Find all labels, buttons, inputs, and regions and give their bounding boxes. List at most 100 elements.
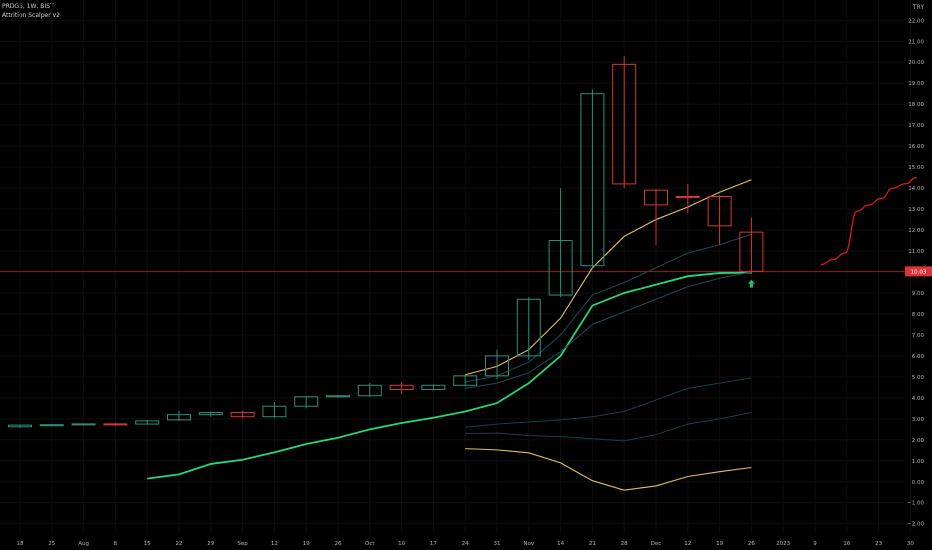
x-tick-label: 16 xyxy=(843,541,850,547)
y-tick-label: 11.00 xyxy=(908,249,924,255)
x-tick-label: 10 xyxy=(398,541,405,547)
lower-band-line xyxy=(465,448,752,491)
x-tick-label: 15 xyxy=(144,541,151,547)
chart-legend: PRDGS, 1W, BIST Attrition Scalper v2 xyxy=(2,2,60,20)
y-tick-label: 6.00 xyxy=(912,354,925,360)
signal-markers xyxy=(747,279,755,288)
candle-body xyxy=(39,424,64,427)
x-tick-label: 29 xyxy=(207,541,214,547)
x-tick-label: 31 xyxy=(494,541,501,547)
y-tick-label: 19.00 xyxy=(908,81,924,87)
lower-band-upper-line xyxy=(465,377,752,428)
mid-band-upper-line xyxy=(465,233,752,383)
x-tick-label: Aug xyxy=(78,541,89,547)
y-tick-label: −1.00 xyxy=(907,501,924,507)
x-tick-label: 8 xyxy=(114,541,118,547)
candle xyxy=(8,424,32,428)
indicator-lines xyxy=(147,176,918,491)
y-tick-label: 13.00 xyxy=(908,207,924,213)
candle-body xyxy=(516,298,541,357)
symbol-label: PRDGS, 1W, BIST xyxy=(2,3,54,10)
y-tick-label: 20.00 xyxy=(908,60,924,66)
x-tick-label: 19 xyxy=(303,541,310,547)
x-tick-label: 26 xyxy=(748,541,755,547)
candle xyxy=(198,411,223,417)
y-tick-label: 17.00 xyxy=(908,123,924,129)
candle xyxy=(262,402,287,418)
price-tag: 10.03 xyxy=(905,266,932,277)
candle-body xyxy=(739,231,764,272)
candle-body xyxy=(135,420,160,425)
candle-body xyxy=(548,240,573,296)
y-tick-label: 2.00 xyxy=(912,438,925,444)
candle-body xyxy=(230,412,255,418)
candle xyxy=(230,410,255,418)
y-tick-label: 15.00 xyxy=(908,165,924,171)
candle xyxy=(135,419,160,425)
candle xyxy=(739,217,764,275)
x-tick-label: 24 xyxy=(462,541,469,547)
y-tick-label: 7.00 xyxy=(912,333,925,339)
y-tick-label: 0.00 xyxy=(912,480,925,486)
x-tick-label: Sep xyxy=(237,541,248,547)
candle-body xyxy=(262,405,287,418)
candle xyxy=(39,424,64,427)
x-tick-label: 21 xyxy=(589,541,596,547)
candle xyxy=(675,183,700,214)
y-tick-label: 16.00 xyxy=(908,144,924,150)
mid-band-lower-line xyxy=(465,271,752,389)
candle xyxy=(294,395,319,409)
x-tick-label: Oct xyxy=(365,541,375,547)
y-tick-label: 1.00 xyxy=(912,459,925,465)
candle xyxy=(580,89,605,268)
x-tick-label: 23 xyxy=(875,541,882,547)
candle-body xyxy=(8,424,32,428)
y-tick-label: 3.00 xyxy=(912,417,925,423)
x-tick-label: 12 xyxy=(684,541,691,547)
x-tick-label: 19 xyxy=(716,541,723,547)
candle-body xyxy=(707,195,732,227)
candle-body xyxy=(389,384,414,390)
indicator-label: Attrition Scalper v2 xyxy=(2,12,60,19)
y-tick-label: 14.00 xyxy=(908,186,924,192)
candle xyxy=(548,188,573,298)
candle xyxy=(103,423,128,426)
x-tick-label: 18 xyxy=(17,541,24,547)
upper-band-line xyxy=(465,179,752,376)
y-tick-label: 21.00 xyxy=(908,39,924,45)
candle-body xyxy=(326,395,350,398)
candle xyxy=(357,383,382,397)
x-tick-label: 22 xyxy=(176,541,183,547)
projection-line xyxy=(820,176,918,266)
candle xyxy=(485,349,509,379)
candle xyxy=(326,394,350,398)
x-tick-label: 26 xyxy=(335,541,342,547)
candle xyxy=(421,384,446,391)
candle xyxy=(707,195,732,245)
candle-body xyxy=(612,63,637,185)
x-tick-label: 25 xyxy=(48,541,55,547)
y-tick-label: 22.00 xyxy=(908,18,924,24)
x-tick-label: 17 xyxy=(430,541,437,547)
x-tick-label: 28 xyxy=(621,541,628,547)
candle xyxy=(71,423,96,426)
x-tick-label: 2023 xyxy=(776,541,790,547)
currency-label: TRY xyxy=(912,4,924,11)
candle xyxy=(612,55,637,189)
candle-body xyxy=(421,384,446,390)
x-tick-label: 9 xyxy=(813,541,817,547)
candle xyxy=(389,382,414,394)
y-tick-label: 8.00 xyxy=(912,312,925,318)
y-tick-label: 12.00 xyxy=(908,228,924,234)
candle-body xyxy=(198,412,223,416)
y-tick-label: 4.00 xyxy=(912,396,925,402)
candle-body xyxy=(675,195,700,199)
candle-body xyxy=(580,93,605,267)
y-tick-label: 9.00 xyxy=(912,291,925,297)
x-tick-label: 30 xyxy=(907,541,914,547)
y-tick-label: −2.00 xyxy=(907,522,924,528)
candle-body xyxy=(644,189,668,206)
x-tick-label: 14 xyxy=(557,541,564,547)
candle xyxy=(167,410,191,421)
